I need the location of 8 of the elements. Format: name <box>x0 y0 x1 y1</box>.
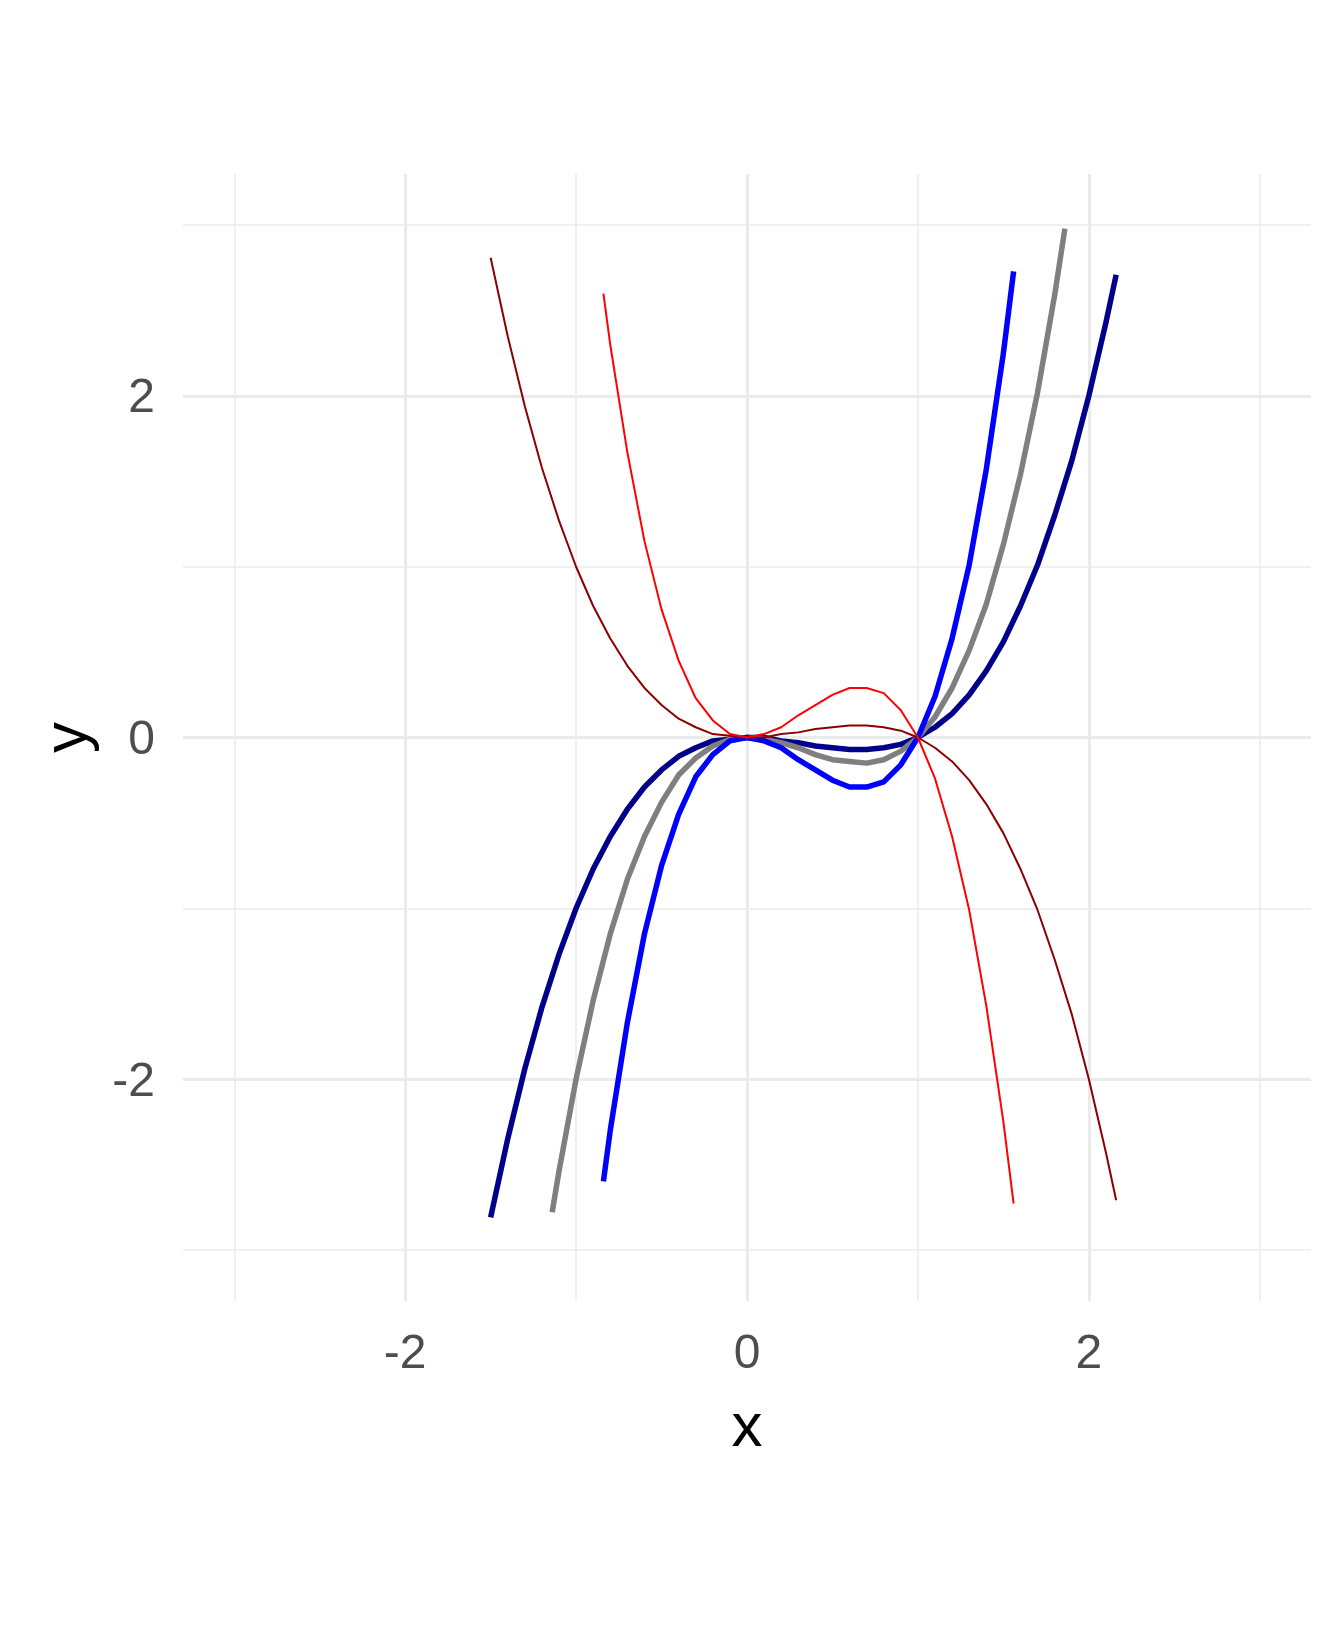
y-tick-label: 2 <box>128 369 155 423</box>
y-axis-title: y <box>29 722 99 753</box>
x-tick-label: 0 <box>733 1324 761 1378</box>
x-tick-label: 2 <box>1075 1324 1103 1378</box>
x-tick-label: -2 <box>383 1324 427 1378</box>
y-tick-label: 0 <box>128 711 155 764</box>
y-tick-label: -2 <box>112 1052 155 1106</box>
x-axis-title: x <box>731 1389 763 1459</box>
